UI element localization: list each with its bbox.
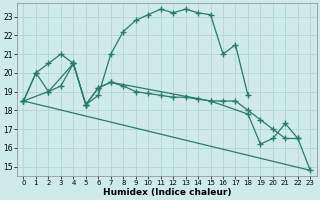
X-axis label: Humidex (Indice chaleur): Humidex (Indice chaleur): [103, 188, 231, 197]
